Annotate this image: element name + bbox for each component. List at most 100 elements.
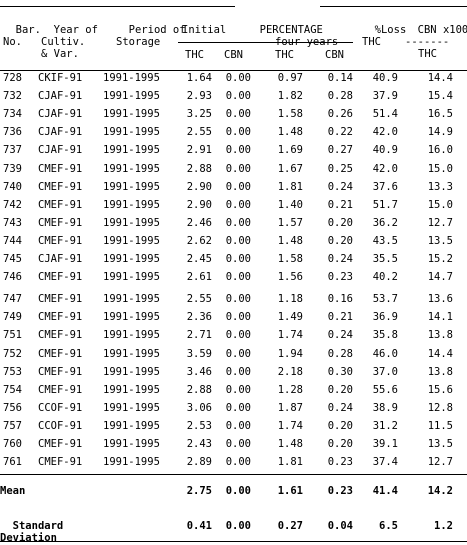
cell-ratio: 15.0	[427, 162, 453, 175]
cell-bar: 742	[3, 198, 22, 211]
cell-bar: 752	[3, 347, 22, 360]
header-initial: Initial	[182, 24, 227, 36]
cell-ratio: 16.0	[427, 144, 453, 157]
cell-period: 1991-1995	[103, 419, 160, 432]
cell-loss: 35.8	[372, 329, 398, 342]
cell-variety: CCOF-91	[38, 401, 83, 414]
cell-variety: CMEF-91	[38, 293, 83, 306]
cell-bar: 743	[3, 216, 22, 229]
cell-cbn-4yr: 0.23	[327, 271, 353, 284]
cell-bar: 736	[3, 126, 22, 139]
cell-cbn-initial: 0.00	[225, 401, 251, 414]
cell-loss: 38.9	[372, 401, 398, 414]
cell-cbn-4yr: 0.21	[327, 311, 353, 324]
cell-ratio: 15.6	[427, 383, 453, 396]
cell-thc-initial: 2.71	[186, 329, 212, 342]
table-row: 740 CMEF-91 1991-1995 2.90 0.00 1.81 0.24 37.6 1…	[0, 178, 467, 196]
sd-cbn-initial: 0.00	[225, 520, 251, 532]
cell-thc-4yr: 1.56	[277, 271, 303, 284]
cell-cbn-initial: 0.00	[225, 438, 251, 450]
table-row: 749 CMEF-91 1991-1995 2.36 0.00 1.49 0.21 36.9 1…	[0, 308, 467, 326]
cell-thc-4yr: 1.74	[277, 329, 303, 342]
cell-loss: 42.0	[372, 162, 398, 175]
cell-cbn-4yr: 0.21	[327, 198, 353, 211]
cell-variety: CMEF-91	[38, 365, 83, 378]
cell-thc-initial: 3.06	[186, 401, 212, 414]
cell-ratio: 13.5	[427, 234, 453, 247]
table-bottom-rule	[0, 541, 467, 542]
cell-bar: 737	[3, 144, 22, 157]
cell-cbn-4yr: 0.20	[327, 383, 353, 396]
cell-thc-initial: 2.88	[186, 383, 212, 396]
cell-cbn-initial: 0.00	[225, 347, 251, 360]
cell-thc-initial: 3.59	[186, 347, 212, 360]
cell-period: 1991-1995	[103, 456, 160, 469]
cell-cbn-initial: 0.00	[225, 90, 251, 103]
cell-period: 1991-1995	[103, 271, 160, 284]
cell-thc-4yr: 1.82	[277, 90, 303, 103]
cell-bar: 760	[3, 438, 22, 450]
cell-loss: 39.1	[372, 438, 398, 450]
cell-variety: CMEF-91	[38, 347, 83, 360]
cell-cbn-initial: 0.00	[225, 253, 251, 265]
cell-variety: CMEF-91	[38, 198, 83, 211]
cell-bar: 739	[3, 162, 22, 175]
cell-loss: 53.7	[372, 293, 398, 306]
cell-ratio: 13.5	[427, 438, 453, 450]
cell-thc-4yr: 1.28	[277, 383, 303, 396]
cell-period: 1991-1995	[103, 234, 160, 247]
cell-period: 1991-1995	[103, 311, 160, 324]
table-row: 753 CMEF-91 1991-1995 3.46 0.00 2.18 0.30 37.0 1…	[0, 363, 467, 381]
cell-bar: 744	[3, 234, 22, 247]
cell-cbn-4yr: 0.30	[327, 365, 353, 378]
cell-ratio: 14.4	[427, 347, 453, 360]
cell-ratio: 14.4	[427, 72, 453, 84]
cell-cbn-initial: 0.00	[225, 180, 251, 193]
cell-period: 1991-1995	[103, 72, 160, 84]
cell-thc-4yr: 1.74	[277, 419, 303, 432]
mean-cbn-4yr: 0.23	[327, 485, 353, 497]
cell-ratio: 12.7	[427, 216, 453, 229]
cell-period: 1991-1995	[103, 383, 160, 396]
subheader-rule	[178, 42, 353, 43]
cell-ratio: 12.7	[427, 456, 453, 469]
cell-bar: 732	[3, 90, 22, 103]
cell-ratio: 14.9	[427, 126, 453, 139]
cell-thc-4yr: 2.18	[277, 365, 303, 378]
cell-thc-4yr: 1.81	[277, 456, 303, 469]
sd-cbn-4yr: 0.04	[327, 520, 353, 532]
cell-thc-initial: 2.53	[186, 419, 212, 432]
cell-loss: 35.5	[372, 253, 398, 265]
cell-cbn-4yr: 0.14	[327, 72, 353, 84]
cell-thc-initial: 2.90	[186, 180, 212, 193]
cell-cbn-4yr: 0.20	[327, 419, 353, 432]
cell-variety: CMEF-91	[38, 383, 83, 396]
cell-ratio: 14.1	[427, 311, 453, 324]
cell-cbn-4yr: 0.22	[327, 126, 353, 139]
cell-thc-4yr: 1.58	[277, 253, 303, 265]
cell-cbn-4yr: 0.20	[327, 216, 353, 229]
table-row: 747 CMEF-91 1991-1995 2.55 0.00 1.18 0.16 53.7 1…	[0, 290, 467, 308]
cell-ratio: 16.5	[427, 108, 453, 121]
cell-variety: CJAF-91	[38, 90, 83, 103]
sd-loss: 6.5	[379, 520, 398, 532]
cell-variety: CCOF-91	[38, 419, 83, 432]
cell-thc-4yr: 1.48	[277, 126, 303, 139]
cell-period: 1991-1995	[103, 365, 160, 378]
table-row: 732 CJAF-91 1991-1995 2.93 0.00 1.82 0.28 37.9 1…	[0, 87, 467, 105]
cell-thc-initial: 2.62	[186, 234, 212, 247]
cell-cbn-initial: 0.00	[225, 293, 251, 306]
cell-period: 1991-1995	[103, 293, 160, 306]
cell-period: 1991-1995	[103, 347, 160, 360]
cell-bar: 746	[3, 271, 22, 284]
cell-cbn-4yr: 0.26	[327, 108, 353, 121]
cell-loss: 42.0	[372, 126, 398, 139]
cell-variety: CMEF-91	[38, 311, 83, 324]
cell-loss: 51.4	[372, 108, 398, 121]
cell-period: 1991-1995	[103, 401, 160, 414]
table-row: 736 CJAF-91 1991-1995 2.55 0.00 1.48 0.22 42.0 1…	[0, 123, 467, 141]
mean-ratio: 14.2	[427, 485, 453, 497]
cell-loss: 37.0	[372, 365, 398, 378]
subheader-thc-4yr: THC	[275, 49, 294, 61]
cell-variety: CMEF-91	[38, 456, 83, 469]
